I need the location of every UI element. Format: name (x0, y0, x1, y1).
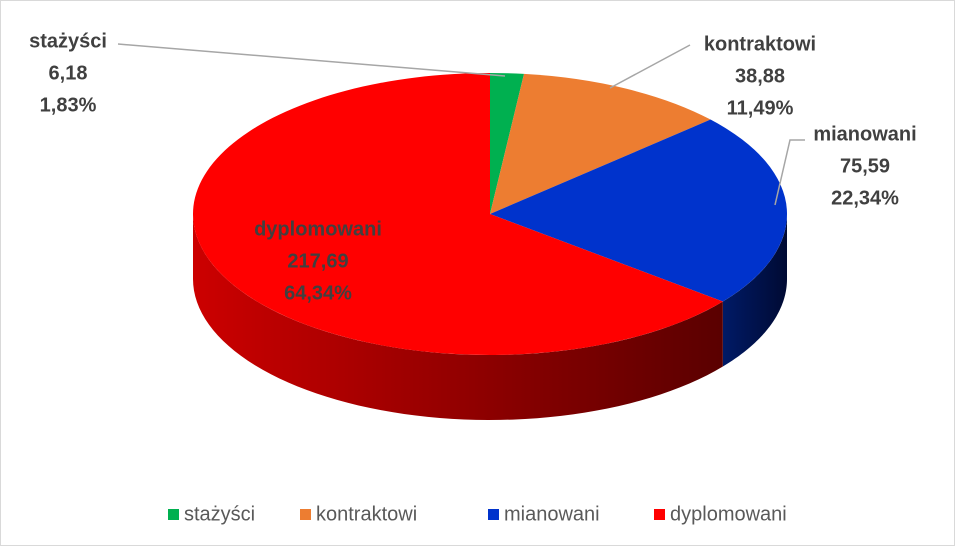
legend-swatch (168, 509, 179, 520)
value-label: 217,69 (287, 250, 348, 272)
value-label: 6,18 (49, 62, 88, 84)
value-label: 75,59 (840, 155, 890, 177)
legend: stażyści kontraktowi mianowani dyplomowani (168, 503, 787, 525)
legend-swatch (300, 509, 311, 520)
legend-label: kontraktowi (316, 503, 417, 525)
percent-label: 22,34% (831, 187, 899, 209)
slice-side (722, 214, 787, 367)
slice (490, 73, 711, 215)
slice-side (193, 214, 723, 420)
legend-label: stażyści (184, 503, 255, 525)
leader-line (609, 44, 691, 89)
slice (490, 119, 787, 302)
category-label: mianowani (813, 123, 916, 145)
legend-swatch (488, 509, 499, 520)
category-label: kontraktowi (704, 33, 816, 55)
leader-line (117, 43, 506, 77)
legend-label: mianowani (504, 503, 600, 525)
legend-swatch (654, 509, 665, 520)
pie (192, 73, 787, 420)
slice (192, 73, 723, 356)
percent-label: 11,49% (727, 97, 794, 119)
category-label: dyplomowani (254, 218, 382, 240)
value-label: 38,88 (735, 65, 785, 87)
labels: stażyści 6,18 1,83% kontraktowi 38,88 11,49% m… (29, 30, 917, 304)
leader-line (774, 139, 805, 206)
percent-label: 1,83% (40, 94, 97, 116)
slice (490, 73, 525, 214)
percent-label: 64,34% (284, 282, 352, 304)
legend-label: dyplomowani (670, 503, 787, 525)
category-label: stażyści (29, 30, 107, 52)
